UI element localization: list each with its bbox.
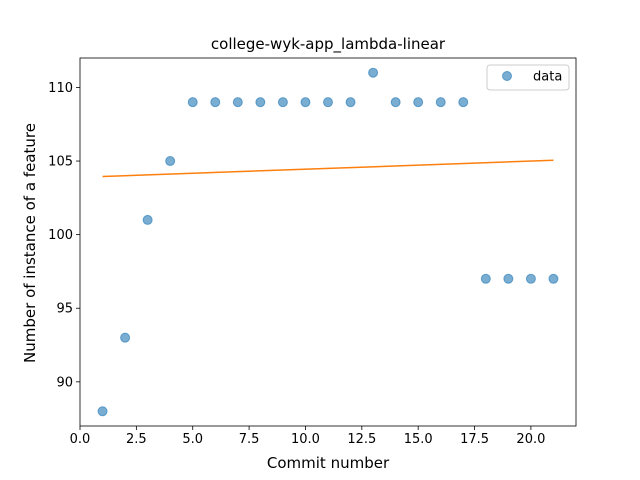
data-point bbox=[368, 67, 379, 78]
fit-line bbox=[102, 159, 554, 178]
data-point bbox=[435, 97, 446, 108]
x-axis: 0.0 2.5 5.0 7.5 10.0 12.5 15.0 17.5 20.0 bbox=[70, 426, 545, 447]
data-point bbox=[210, 97, 221, 108]
y-tick-label: 105 bbox=[48, 155, 73, 170]
data-point bbox=[323, 97, 333, 108]
data-point bbox=[187, 97, 198, 108]
data-point bbox=[255, 97, 266, 108]
data-point bbox=[390, 97, 401, 108]
data-point bbox=[120, 332, 131, 343]
data-point bbox=[345, 97, 356, 108]
x-tick-label: 0.0 bbox=[70, 432, 91, 447]
x-tick-label: 5.0 bbox=[182, 432, 203, 447]
data-point bbox=[142, 214, 153, 225]
x-tick-label: 2.5 bbox=[126, 432, 147, 447]
data-point bbox=[480, 273, 491, 284]
data-point bbox=[548, 273, 559, 284]
data-point bbox=[97, 406, 108, 417]
plot-frame bbox=[79, 57, 577, 427]
y-tick-label: 110 bbox=[48, 81, 73, 96]
x-tick-label: 10.0 bbox=[291, 432, 320, 447]
data-point bbox=[300, 97, 311, 108]
y-tick-label: 95 bbox=[56, 302, 73, 317]
data-point bbox=[503, 273, 514, 284]
x-axis-label: Commit number bbox=[267, 454, 390, 472]
data-point bbox=[277, 97, 288, 108]
data-point bbox=[413, 97, 424, 108]
y-axis-label: Number of instance of a feature bbox=[21, 123, 39, 363]
legend-label: data bbox=[533, 70, 562, 85]
data-point bbox=[232, 97, 243, 108]
legend-marker bbox=[502, 71, 512, 81]
plot-area bbox=[79, 57, 577, 427]
y-axis: 90 95 100 105 110 bbox=[48, 81, 80, 390]
x-tick-label: 15.0 bbox=[404, 432, 433, 447]
x-tick-label: 7.5 bbox=[239, 432, 260, 447]
x-tick-label: 20.0 bbox=[516, 432, 545, 447]
y-tick-label: 90 bbox=[56, 375, 73, 390]
x-tick-label: 17.5 bbox=[460, 432, 489, 447]
legend: data bbox=[486, 64, 570, 91]
y-tick-label: 100 bbox=[48, 228, 73, 243]
data-point bbox=[525, 273, 536, 284]
data-point bbox=[458, 97, 469, 108]
x-tick-label: 12.5 bbox=[347, 432, 376, 447]
data-point bbox=[165, 156, 176, 167]
chart-title: college-wyk-app_lambda-linear bbox=[211, 35, 446, 54]
